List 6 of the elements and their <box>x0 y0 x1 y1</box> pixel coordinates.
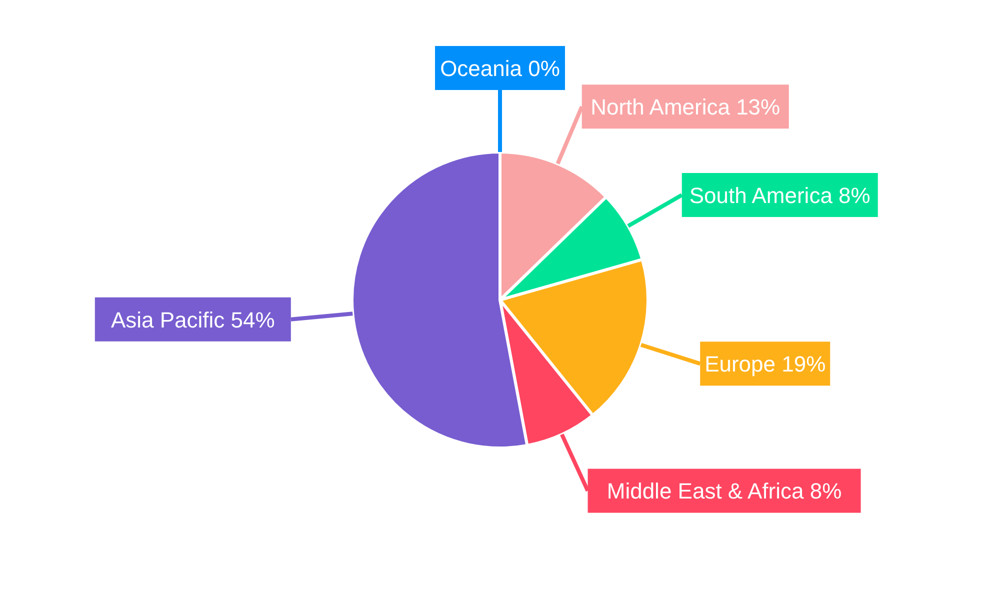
slice-label: Asia Pacific 54% <box>110 307 275 332</box>
slice-label: Europe 19% <box>704 352 826 377</box>
slice-label: North America 13% <box>590 94 780 120</box>
category-label: Oceania 0% <box>440 56 560 81</box>
slice-label: Middle East & Africa 8% <box>606 478 842 504</box>
slice-label: South America 8% <box>689 182 870 208</box>
